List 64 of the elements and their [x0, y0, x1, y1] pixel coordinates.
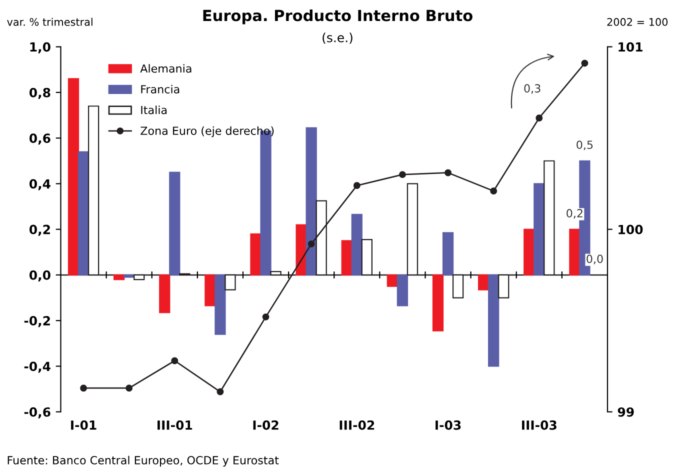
point	[444, 169, 452, 176]
x-tick-label: III-02	[340, 420, 374, 430]
bar	[78, 151, 90, 276]
source-note: Fuente: Banco Central Europeo, OCDE y Eurostat	[8, 456, 279, 467]
legend-label: Alemania	[140, 64, 192, 73]
y2-axis-title: 2002 = 100	[607, 18, 668, 26]
y-tick-label: 0,0	[29, 270, 50, 282]
y-axis-title: var. % trimestral	[7, 18, 92, 26]
y-tick-label: 0,2	[29, 224, 50, 236]
bar	[432, 274, 444, 332]
y-tick-label: 0,8	[29, 88, 50, 99]
y2-tick-label: 101	[618, 42, 642, 52]
bar	[478, 274, 490, 290]
point	[490, 188, 498, 194]
legend-label: Italia	[141, 106, 167, 114]
point	[581, 60, 588, 67]
y-tick-label: -0,6	[24, 407, 50, 418]
bar	[442, 232, 454, 276]
bar	[396, 274, 408, 306]
bar	[488, 274, 500, 367]
y-tick-label: -0,4	[24, 362, 50, 373]
point	[398, 171, 406, 178]
bar	[214, 274, 226, 335]
data-label: 0,0	[586, 254, 603, 264]
point	[353, 182, 360, 189]
legend-label: Zona Euro (eje derecho)	[140, 126, 274, 138]
y2-tick-label: 99	[618, 407, 634, 417]
data-label: 0,5	[576, 140, 593, 150]
point	[262, 313, 270, 320]
y-tick-label: -0,2	[24, 316, 50, 328]
bar	[524, 228, 535, 276]
bar	[159, 274, 170, 314]
annotation: 0,3	[524, 84, 540, 94]
chart-subtitle: (s.e.)	[322, 32, 352, 44]
point	[80, 384, 88, 392]
bar	[68, 78, 80, 276]
bar	[114, 274, 125, 280]
legend-label: Francia	[141, 84, 180, 94]
bar	[569, 228, 580, 276]
x-tick-label: I-03	[436, 420, 461, 430]
point	[216, 388, 224, 396]
bar	[341, 240, 352, 276]
bar	[386, 274, 398, 287]
y-tick-label: 0,6	[29, 134, 50, 145]
x-tick-label: I-01	[71, 420, 96, 430]
data-label: 0,2	[566, 209, 582, 219]
bar	[306, 127, 317, 276]
point	[171, 357, 178, 364]
point	[308, 240, 315, 248]
y-tick-label: 1,0	[30, 42, 50, 54]
point	[126, 384, 133, 392]
x-tick-label: III-03	[522, 420, 556, 430]
chart-title: Europa. Producto Interno Bruto	[203, 9, 472, 24]
point	[536, 114, 543, 122]
x-tick-label: III-01	[158, 420, 192, 430]
bar	[250, 233, 262, 276]
y2-tick-label: 100	[618, 224, 643, 234]
bar	[204, 274, 216, 306]
bar	[351, 214, 362, 276]
bar	[124, 274, 135, 278]
y-tick-label: 0,4	[29, 179, 50, 190]
bar	[534, 183, 545, 276]
x-tick-label: I-02	[253, 420, 278, 430]
bar	[169, 172, 180, 276]
